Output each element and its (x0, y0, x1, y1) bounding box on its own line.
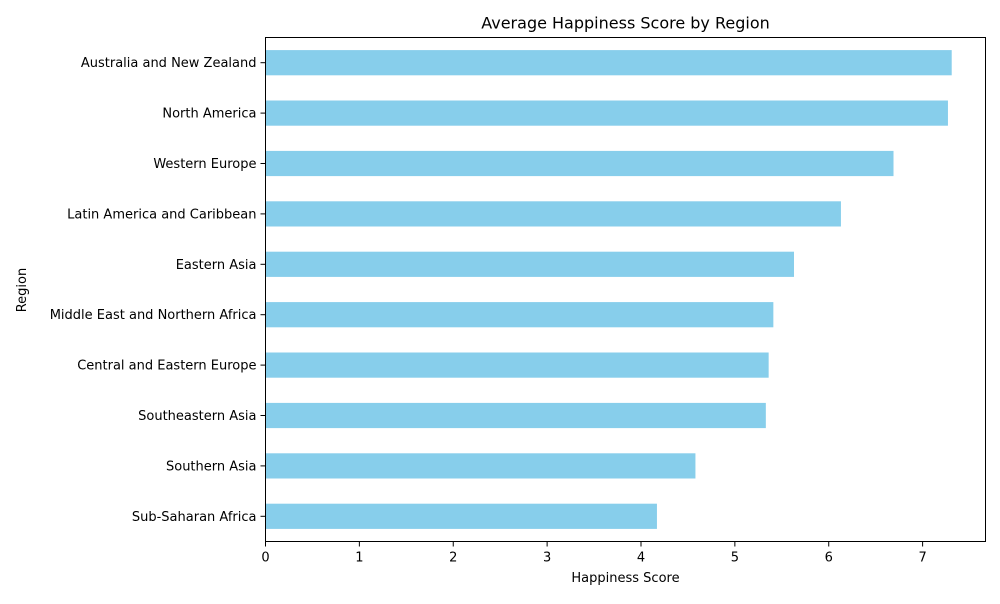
chart-title: Average Happiness Score by Region (481, 14, 770, 33)
y-tick-label: Sub-Saharan Africa (132, 510, 257, 525)
y-tick-label: North America (162, 107, 256, 122)
bar (265, 50, 952, 76)
bar (265, 302, 774, 328)
x-axis-label: Happiness Score (571, 571, 679, 586)
bar (265, 352, 769, 378)
bar (265, 201, 841, 227)
y-tick-label: Latin America and Caribbean (67, 207, 256, 222)
y-tick-label: Southeastern Asia (138, 409, 256, 424)
bar (265, 251, 795, 277)
bar (265, 100, 948, 126)
bar (265, 150, 894, 177)
x-tick-label: 7 (918, 551, 926, 566)
x-tick-label: 2 (449, 551, 457, 566)
x-tick-label: 3 (543, 551, 551, 566)
x-tick-label: 1 (355, 551, 363, 566)
axes-layer: Australia and New Zealand North America We… (50, 37, 986, 566)
bar (265, 503, 657, 529)
plot-frame (265, 37, 986, 542)
x-tick-label: 4 (637, 551, 645, 566)
y-tick-label: Middle East and Northern Africa (50, 308, 257, 323)
y-tick-label: Western Europe (153, 157, 256, 172)
y-tick-label: Central and Eastern Europe (77, 359, 256, 374)
x-tick-label: 6 (825, 551, 833, 566)
x-tick-label: 5 (731, 551, 739, 566)
y-tick-label: Australia and New Zealand (81, 56, 257, 71)
x-tick-label: 0 (261, 551, 269, 566)
bars-layer (265, 50, 952, 529)
y-tick-label: Eastern Asia (176, 258, 257, 273)
bar (265, 402, 766, 429)
y-tick-label: Southern Asia (166, 459, 257, 474)
bar (265, 453, 696, 479)
y-axis-label: Region (15, 268, 30, 313)
